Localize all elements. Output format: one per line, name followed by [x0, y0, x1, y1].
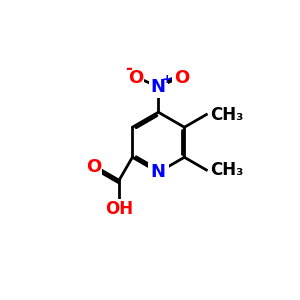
Text: N: N	[151, 78, 166, 96]
Text: O: O	[86, 158, 101, 176]
Text: CH₃: CH₃	[210, 106, 243, 124]
Text: OH: OH	[105, 200, 133, 218]
Text: -: -	[125, 60, 132, 78]
Text: N: N	[151, 163, 166, 181]
Text: CH₃: CH₃	[210, 161, 243, 179]
Text: +: +	[162, 73, 172, 86]
Text: O: O	[174, 69, 189, 87]
Text: O: O	[128, 69, 143, 87]
